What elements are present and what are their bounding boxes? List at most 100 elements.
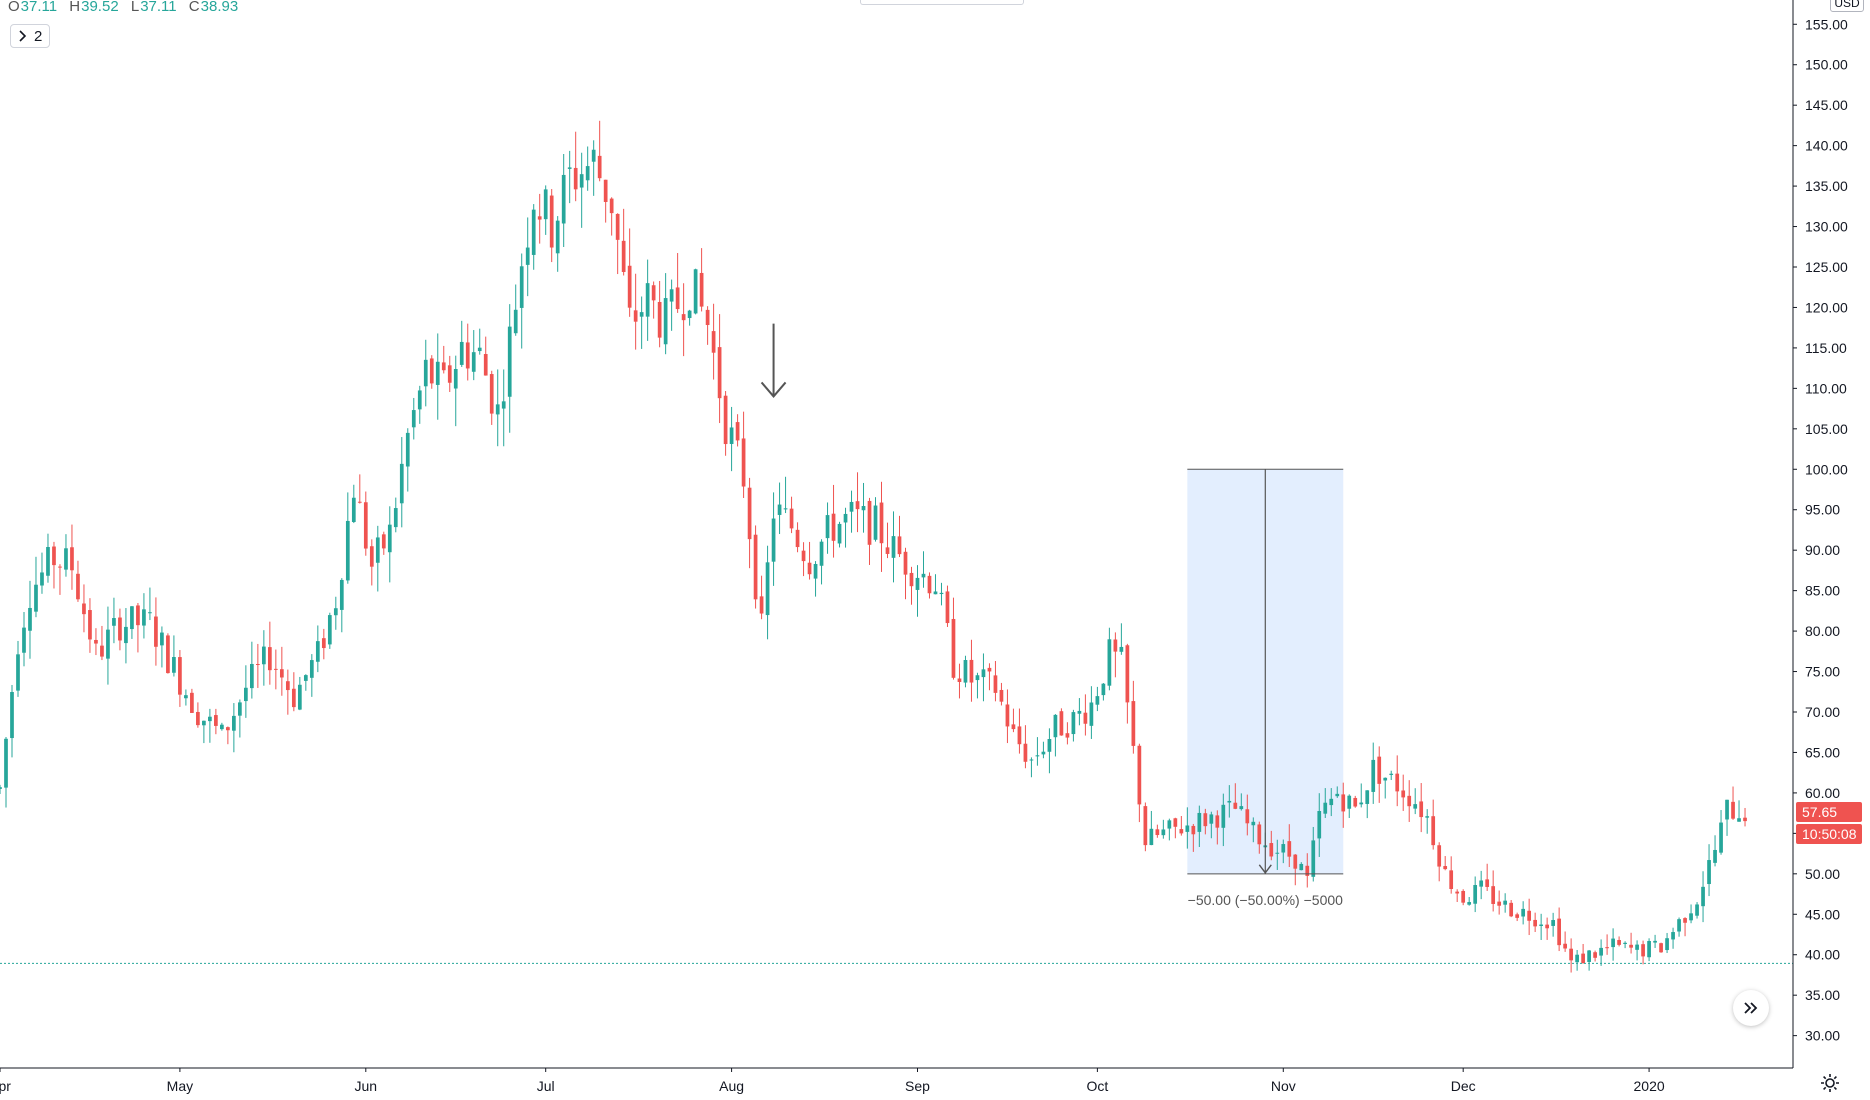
candle-body	[1005, 704, 1010, 727]
candle-body	[16, 654, 20, 691]
chart-settings-button[interactable]	[1818, 1071, 1842, 1095]
candle-body	[1461, 890, 1466, 903]
scroll-to-realtime-button[interactable]	[1733, 990, 1769, 1026]
candle-body	[963, 660, 968, 683]
candle-body	[1557, 918, 1561, 946]
candle-body	[1209, 814, 1214, 824]
candle-body	[735, 422, 740, 441]
candle-body	[837, 523, 842, 544]
candle-body	[393, 508, 398, 528]
candle-body	[1647, 940, 1651, 958]
candle-body	[639, 312, 644, 317]
candle-body	[1131, 701, 1136, 746]
candle-body	[1245, 809, 1250, 824]
candle-body	[112, 618, 116, 626]
measure-label: −50.00 (−50.00%) −5000	[1188, 892, 1344, 908]
low-label: L	[130, 0, 140, 15]
time-tick-label: Apr	[0, 1078, 11, 1094]
candle-body	[1221, 804, 1226, 828]
candle-body	[711, 331, 716, 353]
price-tick-label: 45.00	[1805, 906, 1840, 922]
price-tick-label: 65.00	[1805, 744, 1840, 760]
candle-body	[831, 513, 836, 541]
candle-body	[1401, 790, 1406, 798]
candle-body	[1083, 712, 1088, 724]
candle-body	[1275, 852, 1280, 854]
candle-body	[585, 166, 590, 181]
candle-body	[1725, 799, 1729, 820]
candle-body	[124, 626, 128, 644]
candle-body	[4, 738, 8, 788]
candle-body	[993, 675, 998, 693]
candle-body	[106, 629, 110, 659]
candle-body	[951, 618, 956, 678]
candle-body	[663, 298, 668, 345]
candle-body	[1029, 759, 1034, 761]
chevron-right-icon	[19, 30, 27, 42]
currency-label[interactable]: USD	[1830, 0, 1864, 12]
candle-body	[1635, 944, 1639, 950]
candle-body	[1143, 806, 1148, 846]
candle-body	[333, 608, 338, 616]
close-label: C	[188, 0, 200, 15]
candle-body	[0, 787, 2, 789]
candle-body	[435, 361, 440, 385]
candle-body	[1017, 726, 1022, 745]
candle-body	[903, 551, 908, 575]
candle-body	[909, 572, 914, 587]
candle-body	[100, 645, 104, 657]
candle-body	[1737, 818, 1741, 822]
price-tick-label: 80.00	[1805, 623, 1840, 639]
candle-body	[693, 269, 698, 314]
candle-body	[1101, 683, 1106, 696]
ohlc-legend: O37.11 H39.52 L37.11 C38.93	[8, 0, 246, 15]
candle-body	[273, 668, 278, 670]
candle-body	[1227, 800, 1232, 803]
candle-body	[423, 359, 428, 387]
candle-body	[1665, 938, 1669, 951]
time-tick-label: Nov	[1271, 1078, 1296, 1094]
candle-body	[375, 537, 380, 563]
indicators-collapse-button[interactable]: 2	[10, 24, 51, 48]
candle-body	[327, 615, 332, 645]
candle-body	[1071, 712, 1076, 735]
candle-body	[1257, 824, 1262, 845]
candle-body	[657, 301, 662, 338]
candle-body	[765, 562, 770, 616]
candle-body	[1425, 816, 1430, 818]
price-tick-label: 155.00	[1805, 16, 1848, 32]
candle-body	[939, 592, 944, 595]
candle-body	[1149, 828, 1154, 846]
candle-body	[267, 647, 272, 671]
candle-body	[315, 641, 320, 662]
candle-body	[1287, 841, 1292, 857]
candle-body	[1605, 947, 1609, 949]
candle-body	[615, 213, 620, 240]
price-tick-label: 100.00	[1805, 461, 1848, 477]
candle-body	[1731, 801, 1735, 819]
candle-body	[1317, 810, 1322, 839]
candle-body	[1329, 798, 1334, 806]
candle-body	[1269, 843, 1274, 857]
candle-body	[519, 266, 524, 308]
candle-body	[130, 606, 134, 630]
high-label: H	[69, 0, 81, 15]
candle-body	[1095, 696, 1100, 705]
candle-body	[957, 678, 962, 682]
candle-body	[1035, 755, 1040, 757]
candle-body	[208, 716, 212, 722]
candle-body	[717, 347, 722, 399]
candle-body	[190, 692, 194, 713]
low-value: 37.11	[140, 0, 177, 15]
candle-body	[261, 646, 266, 665]
candle-body	[76, 573, 80, 600]
candle-body	[411, 410, 416, 428]
candle-body	[1527, 910, 1532, 921]
candle-body	[843, 513, 848, 523]
candle-body	[136, 605, 140, 626]
candle-body	[687, 310, 692, 319]
candle-body	[303, 675, 308, 681]
candle-body	[513, 309, 518, 334]
candle-body	[64, 548, 68, 570]
